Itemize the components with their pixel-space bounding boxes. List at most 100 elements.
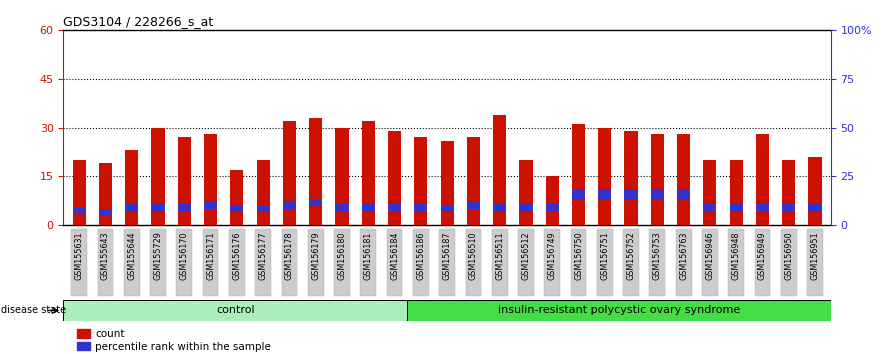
Bar — [178, 204, 191, 211]
Text: GSM156187: GSM156187 — [442, 232, 452, 280]
Bar — [493, 204, 507, 211]
Bar — [782, 160, 796, 225]
Bar — [256, 206, 270, 212]
Bar — [545, 204, 559, 211]
Bar — [625, 131, 638, 225]
Text: GSM156752: GSM156752 — [626, 232, 635, 280]
Text: GSM156511: GSM156511 — [495, 232, 504, 280]
FancyBboxPatch shape — [307, 229, 323, 296]
Bar — [729, 204, 743, 211]
FancyBboxPatch shape — [229, 229, 245, 296]
Bar — [703, 204, 716, 211]
Bar — [651, 134, 664, 225]
Bar — [388, 204, 401, 211]
Text: GSM156948: GSM156948 — [732, 232, 741, 280]
Bar — [99, 164, 112, 225]
Bar — [309, 118, 322, 225]
FancyBboxPatch shape — [649, 229, 665, 296]
Text: GSM156170: GSM156170 — [180, 232, 189, 280]
Text: GSM156753: GSM156753 — [653, 232, 662, 280]
Text: GSM156751: GSM156751 — [600, 232, 610, 280]
Bar — [204, 134, 217, 225]
Bar — [152, 127, 165, 225]
FancyBboxPatch shape — [440, 229, 455, 296]
Text: GSM156749: GSM156749 — [548, 232, 557, 280]
FancyBboxPatch shape — [124, 229, 140, 296]
Text: GSM156951: GSM156951 — [811, 232, 819, 280]
Text: GSM156177: GSM156177 — [259, 232, 268, 280]
Bar — [440, 206, 454, 212]
Text: GSM155644: GSM155644 — [127, 232, 137, 280]
FancyBboxPatch shape — [176, 229, 192, 296]
FancyBboxPatch shape — [597, 229, 612, 296]
Text: GSM156181: GSM156181 — [364, 232, 373, 280]
FancyBboxPatch shape — [702, 229, 718, 296]
FancyBboxPatch shape — [203, 229, 218, 296]
Text: GSM156178: GSM156178 — [285, 232, 294, 280]
Text: GSM156171: GSM156171 — [206, 232, 215, 280]
Bar — [204, 202, 217, 209]
Bar — [809, 157, 822, 225]
Text: GDS3104 / 228266_s_at: GDS3104 / 228266_s_at — [63, 15, 214, 28]
Text: GSM156186: GSM156186 — [417, 232, 426, 280]
Bar — [440, 141, 454, 225]
FancyBboxPatch shape — [544, 229, 560, 296]
Bar — [336, 127, 349, 225]
Legend: count, percentile rank within the sample: count, percentile rank within the sample — [78, 329, 271, 352]
Bar — [520, 160, 532, 225]
Text: GSM156180: GSM156180 — [337, 232, 346, 280]
Bar — [598, 189, 611, 199]
Bar — [362, 204, 374, 211]
Bar — [703, 160, 716, 225]
Bar — [520, 204, 532, 211]
Text: GSM156512: GSM156512 — [522, 232, 530, 280]
Text: control: control — [216, 306, 255, 315]
Bar — [125, 204, 138, 211]
Text: GSM155643: GSM155643 — [101, 232, 110, 280]
Bar — [336, 204, 349, 211]
FancyBboxPatch shape — [781, 229, 796, 296]
Text: insulin-resistant polycystic ovary syndrome: insulin-resistant polycystic ovary syndr… — [498, 306, 740, 315]
Bar — [72, 160, 85, 225]
Bar — [309, 199, 322, 206]
Bar — [677, 189, 690, 199]
Bar — [125, 150, 138, 225]
FancyBboxPatch shape — [492, 229, 507, 296]
Bar — [677, 134, 690, 225]
Text: GSM156750: GSM156750 — [574, 232, 583, 280]
Bar — [756, 134, 769, 225]
Bar — [729, 160, 743, 225]
Bar — [467, 202, 480, 209]
Bar — [99, 209, 112, 215]
Bar — [178, 137, 191, 225]
Bar — [545, 176, 559, 225]
Text: GSM156176: GSM156176 — [233, 232, 241, 280]
FancyBboxPatch shape — [150, 229, 166, 296]
FancyBboxPatch shape — [623, 229, 639, 296]
FancyBboxPatch shape — [360, 229, 376, 296]
Text: GSM155631: GSM155631 — [75, 232, 84, 280]
FancyBboxPatch shape — [282, 229, 297, 296]
FancyBboxPatch shape — [255, 229, 271, 296]
Text: GSM156946: GSM156946 — [706, 232, 714, 280]
Bar — [230, 206, 243, 212]
Bar — [493, 115, 507, 225]
Bar — [230, 170, 243, 225]
FancyBboxPatch shape — [754, 229, 770, 296]
Text: GSM156179: GSM156179 — [311, 232, 320, 280]
Bar — [283, 121, 296, 225]
Text: GSM156510: GSM156510 — [469, 232, 478, 280]
FancyBboxPatch shape — [71, 229, 87, 296]
Bar — [809, 204, 822, 211]
Bar — [414, 204, 427, 211]
FancyBboxPatch shape — [413, 229, 429, 296]
FancyBboxPatch shape — [807, 229, 823, 296]
Bar — [467, 137, 480, 225]
Text: GSM156950: GSM156950 — [784, 232, 793, 280]
FancyBboxPatch shape — [518, 229, 534, 296]
Bar — [572, 189, 585, 199]
FancyBboxPatch shape — [407, 300, 831, 321]
FancyBboxPatch shape — [729, 229, 744, 296]
Bar — [362, 121, 374, 225]
FancyBboxPatch shape — [63, 300, 407, 321]
